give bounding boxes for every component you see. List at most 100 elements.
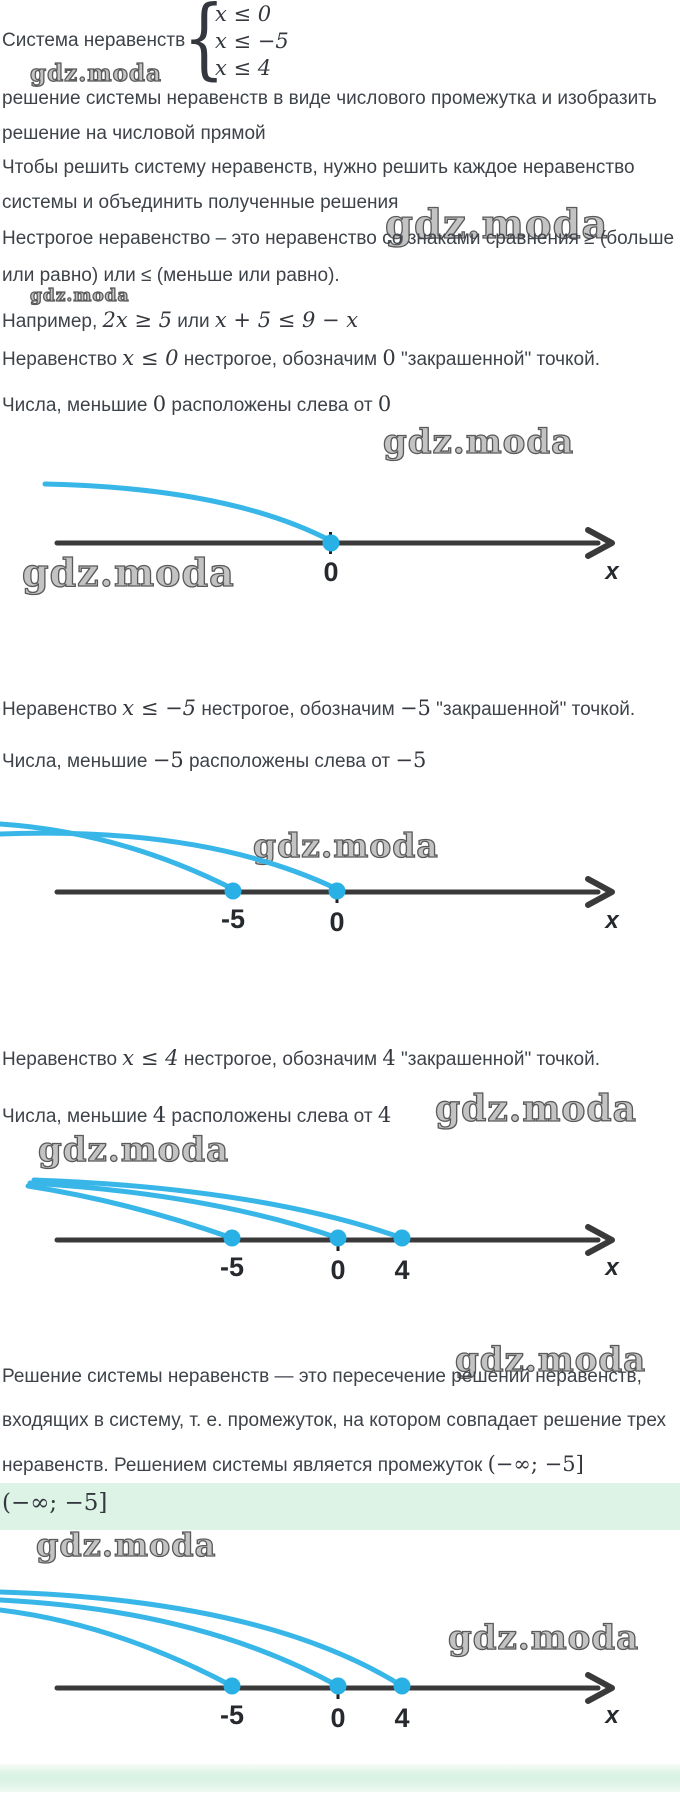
- watermark-10: gdz.moda: [35, 1525, 217, 1564]
- ineq0-math-1: x ≤ 0: [122, 346, 179, 370]
- point-dot-0: [328, 882, 346, 900]
- watermark-9: gdz.moda: [454, 1339, 647, 1380]
- solution-curve-to-minus5: [0, 821, 236, 892]
- ineq5-text-3: "закрашенной" точкой.: [430, 699, 636, 720]
- point-dot-4: [393, 1677, 411, 1695]
- axis-arrow-icon: [585, 1224, 615, 1256]
- point-label-0: 0: [330, 1255, 346, 1285]
- less0-math-1: 0: [152, 392, 167, 416]
- ineq0-text-2: нестрогое, обозначим: [178, 349, 383, 370]
- system-row-2: x ≤ −5: [215, 29, 289, 53]
- point-label-4: 4: [394, 1703, 410, 1733]
- solution-curve-to-0: [27, 1180, 341, 1241]
- paragraph-ineq0: Неравенство x ≤ 0 нестрогое, обозначим 0…: [2, 346, 600, 371]
- point-label-0: 0: [329, 907, 345, 937]
- system-brace: {: [183, 0, 225, 89]
- less4-text-2: расположены слева от: [166, 1106, 378, 1127]
- bottom-highlight-bar: [0, 1764, 680, 1792]
- paragraph-ineq4: Неравенство x ≤ 4 нестрогое, обозначим 4…: [2, 1046, 600, 1071]
- less4-text-1: Числа, меньшие: [2, 1106, 153, 1127]
- example-text-1: Например,: [2, 311, 103, 332]
- ineq0-text-1: Неравенство: [2, 349, 123, 370]
- point-label-0: 0: [323, 557, 339, 587]
- solution-curve-to-minus5: [25, 1183, 235, 1241]
- paragraph-solution-3: неравенств. Решением системы является пр…: [2, 1452, 584, 1477]
- point-label-minus5: -5: [220, 904, 245, 934]
- watermark-3: gdz.moda: [29, 285, 130, 306]
- system-row-1: x ≤ 0: [215, 2, 272, 26]
- paragraph-solution-1: Решение системы неравенств — это пересеч…: [2, 1366, 642, 1387]
- watermark-6: gdz.moda: [252, 825, 439, 865]
- number-line-3: [25, 1177, 615, 1256]
- watermark-5: gdz.moda: [21, 549, 235, 595]
- point-dot-minus5: [223, 1229, 241, 1247]
- solution3-text-1: неравенств. Решением системы является пр…: [2, 1455, 488, 1476]
- point-label-4: 4: [394, 1255, 410, 1285]
- paragraph-nonstrict-1: Нестрогое неравенство – это неравенство …: [2, 228, 675, 249]
- number-line-2: [0, 821, 615, 908]
- ineq0-text-3: "закрашенной" точкой.: [395, 349, 600, 370]
- number-line-4: [0, 1589, 615, 1704]
- watermark-1: gdz.moda: [29, 59, 162, 87]
- solution3-math-1: (−∞; −5]: [487, 1452, 584, 1476]
- ineq5-math-1: x ≤ −5: [122, 696, 197, 720]
- less5-text-1: Числа, меньшие: [2, 751, 153, 772]
- answer-interval: (−∞; −5]: [2, 1490, 108, 1516]
- less4-math-1: 4: [152, 1103, 167, 1127]
- less0-text-2: расположены слева от: [166, 395, 378, 416]
- example-math-1: 2x ≥ 5: [102, 308, 173, 332]
- less4-math-2: 4: [377, 1103, 392, 1127]
- watermark-4: gdz.moda: [382, 421, 575, 462]
- answer-highlight-row: (−∞; −5]: [0, 1483, 680, 1530]
- point-label-minus5: -5: [219, 1252, 244, 1282]
- system-row-3: x ≤ 4: [215, 56, 272, 80]
- paragraph-nonstrict-2: или равно) или ≤ (меньше или равно).: [2, 265, 340, 286]
- paragraph-task-2: решение на числовой прямой: [2, 123, 266, 144]
- paragraph-less5: Числа, меньшие −5 расположены слева от −…: [2, 748, 426, 773]
- point-dot-minus5: [223, 1677, 241, 1695]
- solution-curve-to-4: [31, 1177, 405, 1241]
- paragraph-example: Например, 2x ≥ 5 или x + 5 ≤ 9 − x: [2, 308, 358, 333]
- ineq5-math-2: −5: [399, 696, 431, 720]
- example-math-2: x + 5 ≤ 9 − x: [214, 308, 359, 332]
- less0-math-2: 0: [377, 392, 392, 416]
- point-dot-0: [322, 534, 340, 552]
- axis-label-x: x: [605, 907, 619, 934]
- less5-math-1: −5: [152, 748, 184, 772]
- solution-curve-to-minus5: [0, 1607, 235, 1689]
- ineq5-text-1: Неравенство: [2, 699, 123, 720]
- axis-label-x: x: [605, 1254, 619, 1281]
- solution-curve-to-4: [0, 1589, 405, 1689]
- ineq4-math-2: 4: [382, 1046, 396, 1070]
- solution-curve-to-0: [0, 1597, 341, 1689]
- ineq0-math-2: 0: [382, 346, 396, 370]
- watermark-8: gdz.moda: [37, 1129, 230, 1170]
- point-label-0: 0: [330, 1703, 346, 1733]
- solution-curve-to-0: [42, 481, 334, 544]
- ineq4-text-1: Неравенство: [2, 1049, 123, 1070]
- paragraph-ineq5: Неравенство x ≤ −5 нестрогое, обозначим …: [2, 696, 635, 721]
- paragraph-task-1: решение системы неравенств в виде числов…: [2, 88, 657, 109]
- paragraph-less4: Числа, меньшие 4 расположены слева от 4: [2, 1103, 391, 1128]
- solution-curve-to-0: [0, 830, 340, 892]
- paragraph-less0: Числа, меньшие 0 расположены слева от 0: [2, 392, 391, 417]
- less0-text-1: Числа, меньшие: [2, 395, 153, 416]
- system-label: Система неравенств: [2, 30, 186, 51]
- axis-label-x: x: [605, 558, 619, 585]
- example-text-2: или: [172, 311, 215, 332]
- point-dot-0: [329, 1229, 347, 1247]
- paragraph-solution-2: входящих в систему, т. е. промежуток, на…: [2, 1410, 667, 1431]
- axis-arrow-icon: [585, 876, 615, 908]
- less5-text-2: расположены слева от: [183, 751, 396, 772]
- axis-label-x: x: [605, 1702, 619, 1729]
- point-label-minus5: -5: [219, 1700, 244, 1730]
- watermark-7: gdz.moda: [434, 1087, 637, 1130]
- point-dot-minus5: [224, 882, 242, 900]
- less5-math-2: −5: [395, 748, 427, 772]
- point-dot-4: [393, 1229, 411, 1247]
- ineq4-text-3: "закрашенной" точкой.: [395, 1049, 600, 1070]
- axis-arrow-icon: [585, 1672, 615, 1704]
- ineq4-math-1: x ≤ 4: [122, 1046, 179, 1070]
- ineq5-text-2: нестрогое, обозначим: [196, 699, 400, 720]
